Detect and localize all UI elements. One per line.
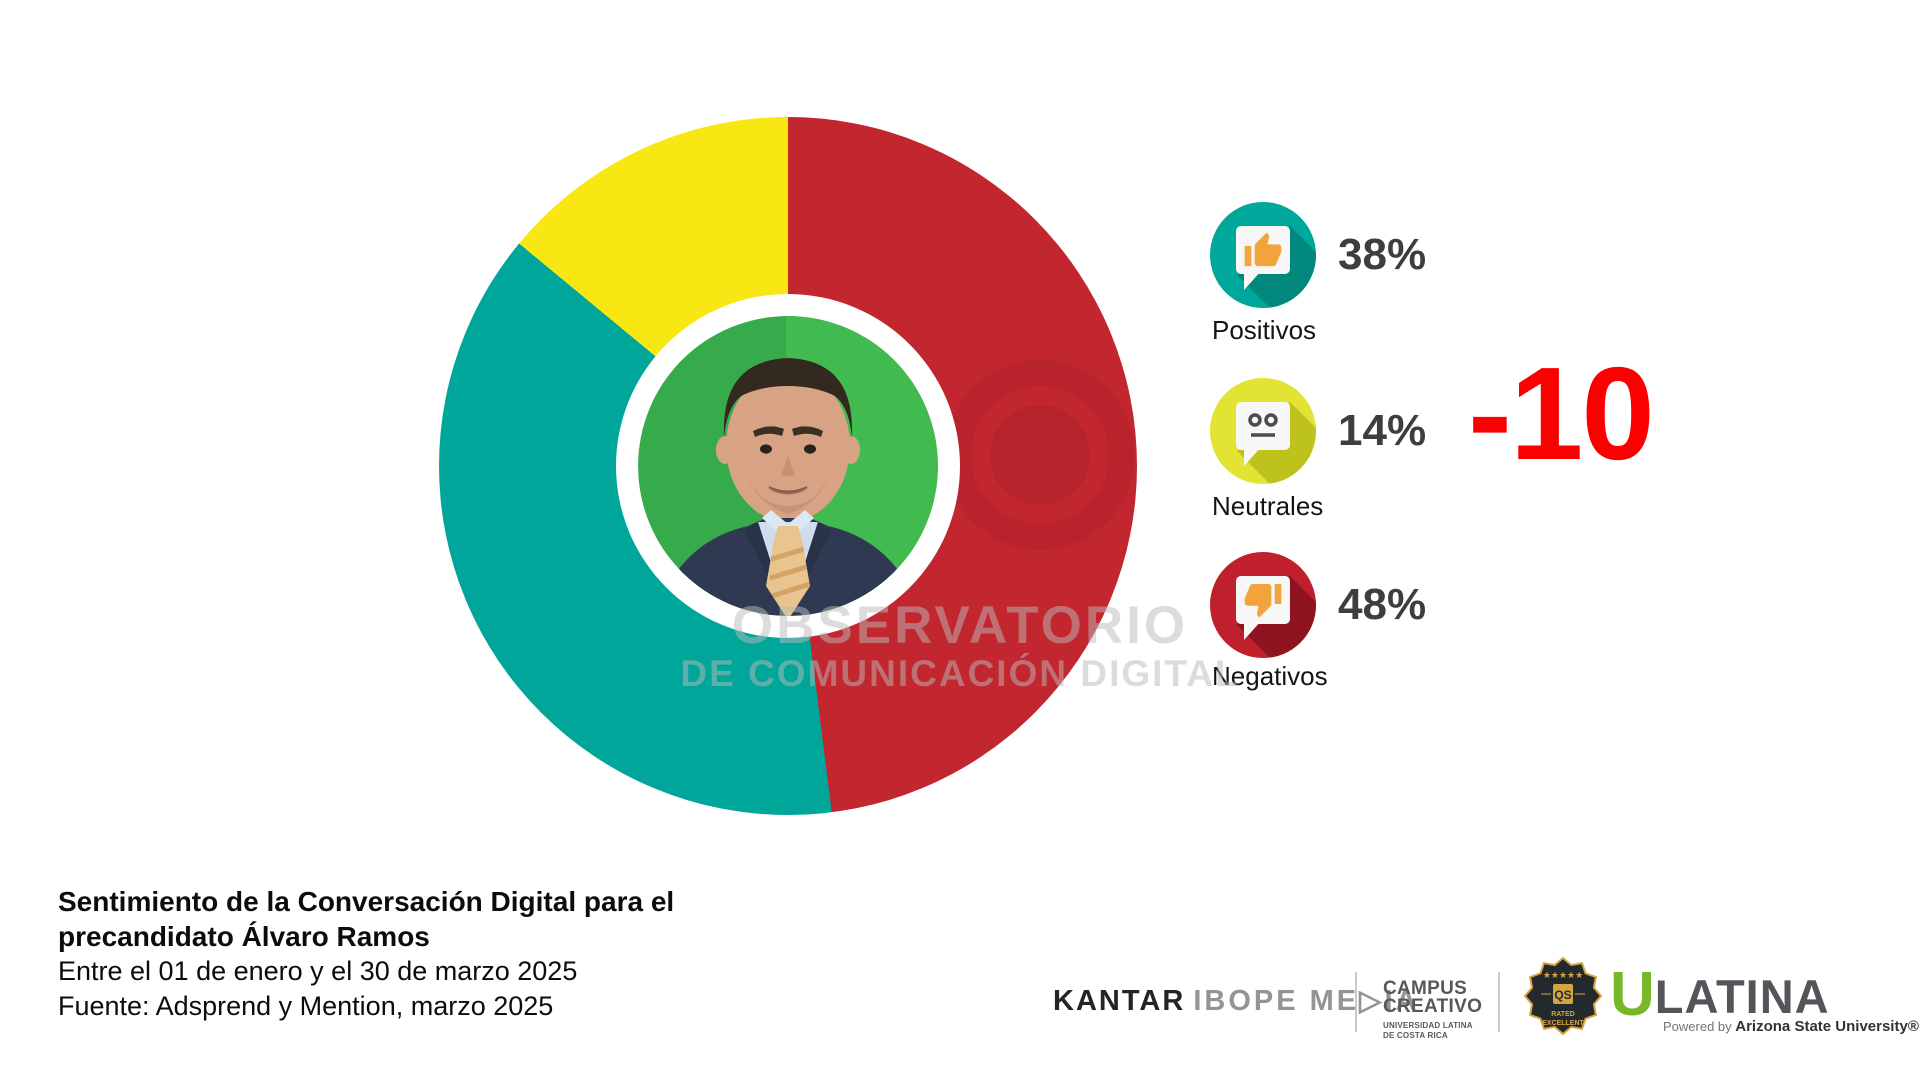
ibope-media-wordmark: IBOPE ME▷IA [1193,985,1420,1017]
campus-creativo-logo: CAMPUS CREATIVO UNIVERSIDAD LATINA DE CO… [1383,978,1483,1040]
svg-text:★★★★★: ★★★★★ [1543,970,1583,980]
negative-percentage: 48% [1338,580,1427,629]
neutral-label: Neutrales [1212,491,1324,521]
powered-by-brand: Arizona State University® [1735,1018,1919,1035]
thumb-up-speech-icon [1210,202,1316,308]
campus-line2: CREATIVO [1383,996,1483,1017]
positive-label: Positivos [1212,315,1317,345]
neutral-percentage: 14% [1338,406,1427,455]
chart-caption: Sentimiento de la Conversación Digital p… [58,884,674,1024]
qs-rated-excellent-badge: ★★★★★ QS RATED EXCELLENT [1523,956,1603,1036]
ulatina-logo: U LATINA Powered by Arizona State Univer… [1610,960,1919,1036]
caption-title-line2: precandidato Álvaro Ramos [58,921,430,952]
donut-chart [439,117,1137,815]
negative-label: Negativos [1212,661,1328,691]
campus-sub2: DE COSTA RICA [1383,1031,1448,1040]
caption-source: Fuente: Adsprend y Mention, marzo 2025 [58,991,554,1021]
footer-divider-1 [1355,972,1357,1032]
net-score: -10 [1468,340,1655,487]
svg-text:RATED: RATED [1551,1011,1575,1018]
negative-sentiment-icon [1210,552,1316,658]
kantar-wordmark: KANTAR [1053,985,1186,1017]
caption-period: Entre el 01 de enero y el 30 de marzo 20… [58,956,578,986]
campus-sub1: UNIVERSIDAD LATINA [1383,1021,1473,1030]
positive-sentiment-icon [1210,202,1316,308]
caption-title-line1: Sentimiento de la Conversación Digital p… [58,886,675,917]
positive-percentage: 38% [1338,230,1427,279]
ulatina-powered-by: Powered by Arizona State University® [1663,1018,1919,1036]
candidate-photo [638,316,938,616]
svg-text:EXCELLENT: EXCELLENT [1542,1020,1584,1027]
observatory-eye-watermark-pupil [990,405,1090,505]
ulatina-wordmark: LATINA [1654,970,1830,1023]
ulatina-u-mark: U [1610,960,1655,1029]
kantar-ibope-media-logo: KANTAR IBOPE ME▷IA [1053,986,1419,1016]
footer-divider-2 [1498,972,1500,1032]
candidate-portrait-illustration [638,316,938,616]
powered-by-prefix: Powered by [1663,1019,1736,1034]
campus-line1: CAMPUS [1383,978,1468,999]
thumb-down-speech-icon [1210,552,1316,658]
neutral-sentiment-icon [1210,378,1316,484]
neutral-face-speech-icon [1210,378,1316,484]
svg-text:QS: QS [1554,988,1571,1002]
qs-badge-starburst-icon: ★★★★★ QS RATED EXCELLENT [1523,956,1603,1036]
